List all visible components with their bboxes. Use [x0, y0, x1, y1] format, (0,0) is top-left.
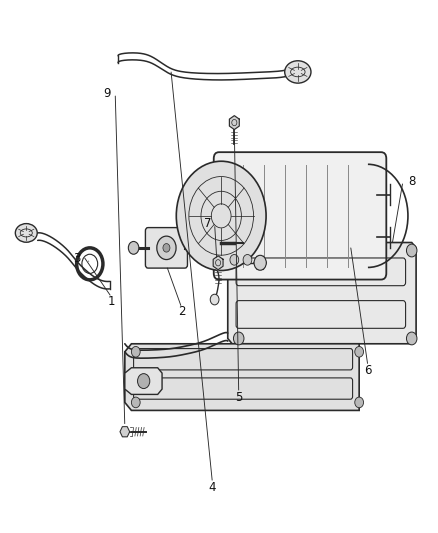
Text: 1: 1: [108, 295, 116, 308]
Polygon shape: [125, 344, 359, 410]
Circle shape: [230, 255, 239, 265]
Text: 6: 6: [364, 364, 372, 377]
Text: 4: 4: [208, 481, 216, 494]
Text: 7: 7: [204, 217, 212, 230]
Circle shape: [355, 346, 364, 357]
Circle shape: [176, 161, 266, 271]
Circle shape: [233, 332, 244, 345]
FancyBboxPatch shape: [214, 152, 386, 279]
Circle shape: [128, 241, 139, 254]
Circle shape: [406, 244, 417, 257]
Text: 8: 8: [408, 175, 415, 188]
Text: 5: 5: [235, 391, 242, 403]
Polygon shape: [120, 426, 130, 437]
Polygon shape: [125, 368, 162, 394]
Text: 9: 9: [103, 87, 111, 100]
Ellipse shape: [15, 224, 37, 242]
Circle shape: [131, 397, 140, 408]
Circle shape: [131, 346, 140, 357]
Circle shape: [138, 374, 150, 389]
Circle shape: [406, 332, 417, 345]
Polygon shape: [213, 256, 223, 270]
Circle shape: [355, 397, 364, 408]
Circle shape: [233, 244, 244, 257]
Circle shape: [157, 236, 176, 260]
Circle shape: [254, 255, 266, 270]
Text: 3: 3: [73, 252, 80, 265]
Polygon shape: [230, 116, 239, 130]
FancyBboxPatch shape: [145, 228, 187, 268]
Ellipse shape: [285, 61, 311, 83]
Circle shape: [210, 294, 219, 305]
Circle shape: [243, 255, 252, 265]
Circle shape: [163, 244, 170, 252]
Polygon shape: [228, 243, 416, 344]
Text: 2: 2: [178, 305, 186, 318]
